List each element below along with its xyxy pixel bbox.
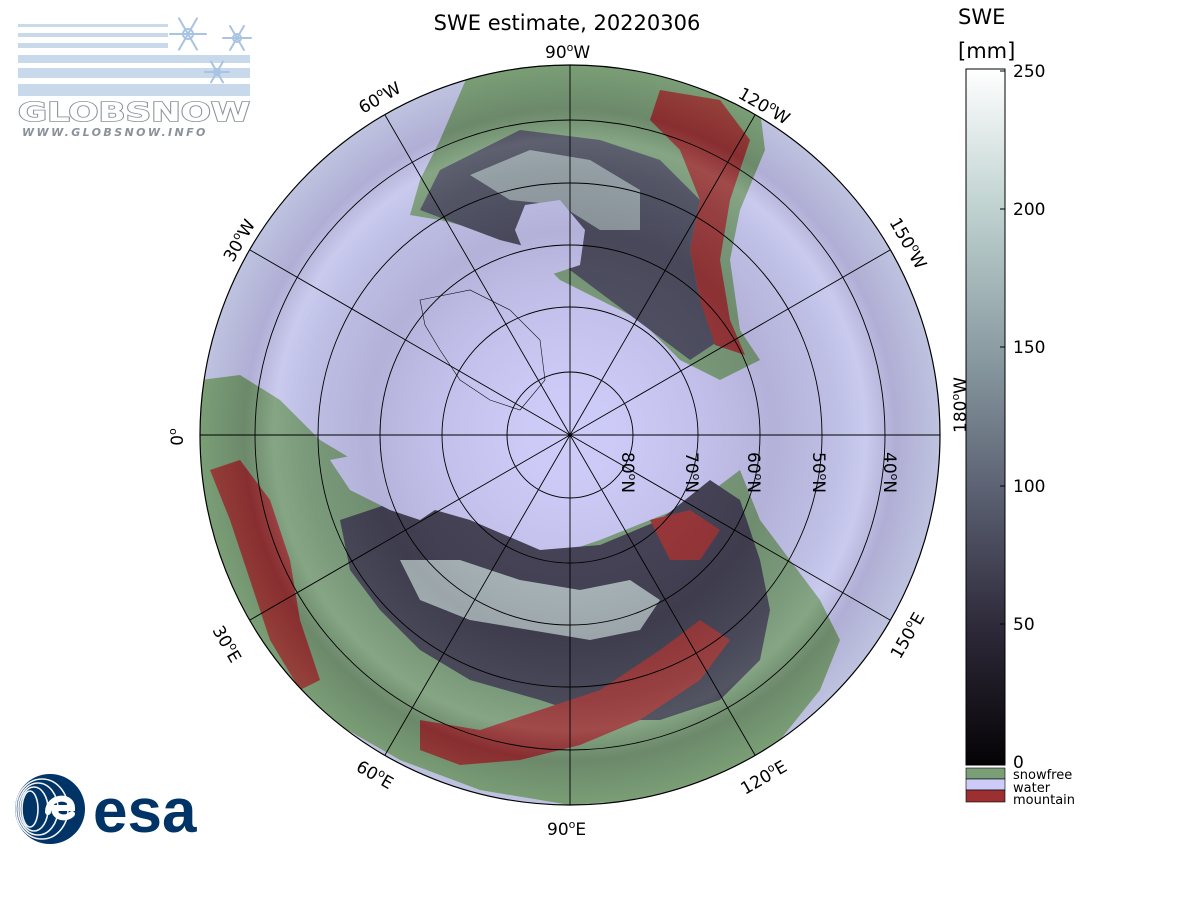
globsnow-wordmark: GLOBSNOW	[18, 98, 250, 128]
legend-label-snowfree: snowfree	[1013, 768, 1072, 783]
esa-logo: esa	[15, 774, 197, 846]
colorbar: SWE [mm] 250 200 150 100 50 0 snowfree w…	[958, 5, 1075, 808]
colorbar-ticks	[1000, 70, 1005, 763]
label-60n: 60oN	[743, 452, 765, 493]
esa-wordmark: esa	[93, 777, 197, 846]
legend-swatch-mountain	[965, 789, 1006, 803]
colorbar-tick-label: 250	[1013, 62, 1045, 82]
label-40n: 40oN	[879, 452, 901, 493]
globsnow-url: WWW.GLOBSNOW.INFO	[22, 126, 208, 139]
colorbar-tick-label: 100	[1013, 477, 1045, 497]
colorbar-tick-label: 150	[1013, 338, 1045, 358]
polar-map	[199, 64, 941, 806]
label-60e: 60oE	[353, 755, 398, 794]
globsnow-logo: GLOBSNOW WWW.GLOBSNOW.INFO	[17, 17, 252, 139]
label-70n: 70oN	[681, 452, 703, 493]
label-120e: 120oE	[737, 755, 791, 799]
esa-emblem-icon	[15, 774, 85, 844]
colorbar-tick-label: 50	[1013, 615, 1035, 635]
snowflake-icon	[169, 17, 252, 84]
map-title: SWE estimate, 20220306	[434, 11, 701, 35]
colorbar-title-line1: SWE	[958, 5, 1005, 29]
label-30e: 30oE	[208, 622, 247, 667]
label-90w: 90oW	[545, 41, 590, 63]
legend-label-mountain: mountain	[1013, 793, 1075, 808]
colorbar-tick-label: 200	[1013, 200, 1045, 220]
label-0: 0o	[166, 428, 188, 446]
globsnow-stripes	[18, 24, 250, 96]
map-border	[199, 64, 941, 806]
colorbar-title-line2: [mm]	[958, 39, 1015, 63]
legend-swatch-water	[965, 778, 1006, 791]
label-50n: 50oN	[808, 452, 830, 493]
legend-label-water: water	[1013, 781, 1051, 796]
label-90e: 90oE	[547, 818, 586, 840]
label-80n: 80oN	[617, 452, 639, 493]
category-legend: snowfree water mountain	[965, 767, 1075, 808]
legend-swatch-snowfree	[965, 767, 1006, 780]
colorbar-gradient	[965, 68, 1006, 766]
graticule	[200, 65, 940, 805]
colorbar-tick-label: 0	[1013, 753, 1024, 773]
meridian-150w-30e	[249, 249, 891, 621]
parallel-labels: 80oN 70oN 60oN 50oN 40oN	[617, 452, 901, 493]
